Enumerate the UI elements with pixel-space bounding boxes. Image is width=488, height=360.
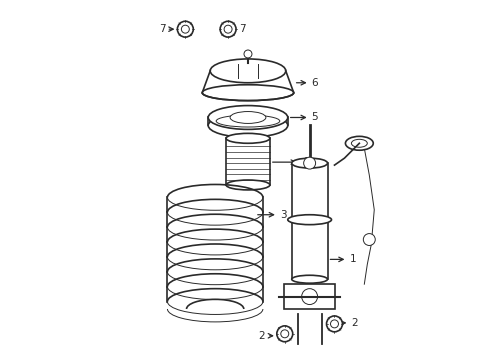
Text: 2: 2 [351,318,357,328]
Ellipse shape [345,136,372,150]
Circle shape [181,25,189,33]
Bar [283,284,335,309]
Ellipse shape [208,105,287,129]
Circle shape [303,157,315,169]
Ellipse shape [287,215,331,225]
Ellipse shape [210,59,285,83]
Ellipse shape [291,275,327,283]
Ellipse shape [225,133,269,143]
Text: 2: 2 [258,331,264,341]
Circle shape [244,50,251,58]
Circle shape [177,21,193,37]
Text: 7: 7 [159,24,165,34]
Text: 6: 6 [311,78,318,88]
Circle shape [326,316,342,332]
Ellipse shape [351,139,366,147]
Circle shape [280,330,288,338]
Circle shape [220,21,236,37]
Text: 3: 3 [279,210,286,220]
Circle shape [330,320,338,328]
Circle shape [224,25,232,33]
Circle shape [363,234,374,246]
Ellipse shape [202,85,293,100]
Text: 7: 7 [239,24,245,34]
Ellipse shape [225,180,269,190]
Ellipse shape [208,113,287,137]
Ellipse shape [230,112,265,123]
Circle shape [276,326,292,342]
Text: 4: 4 [301,157,307,167]
Text: 1: 1 [349,255,355,264]
Circle shape [301,289,317,305]
Text: 5: 5 [311,112,318,122]
Ellipse shape [291,158,327,168]
